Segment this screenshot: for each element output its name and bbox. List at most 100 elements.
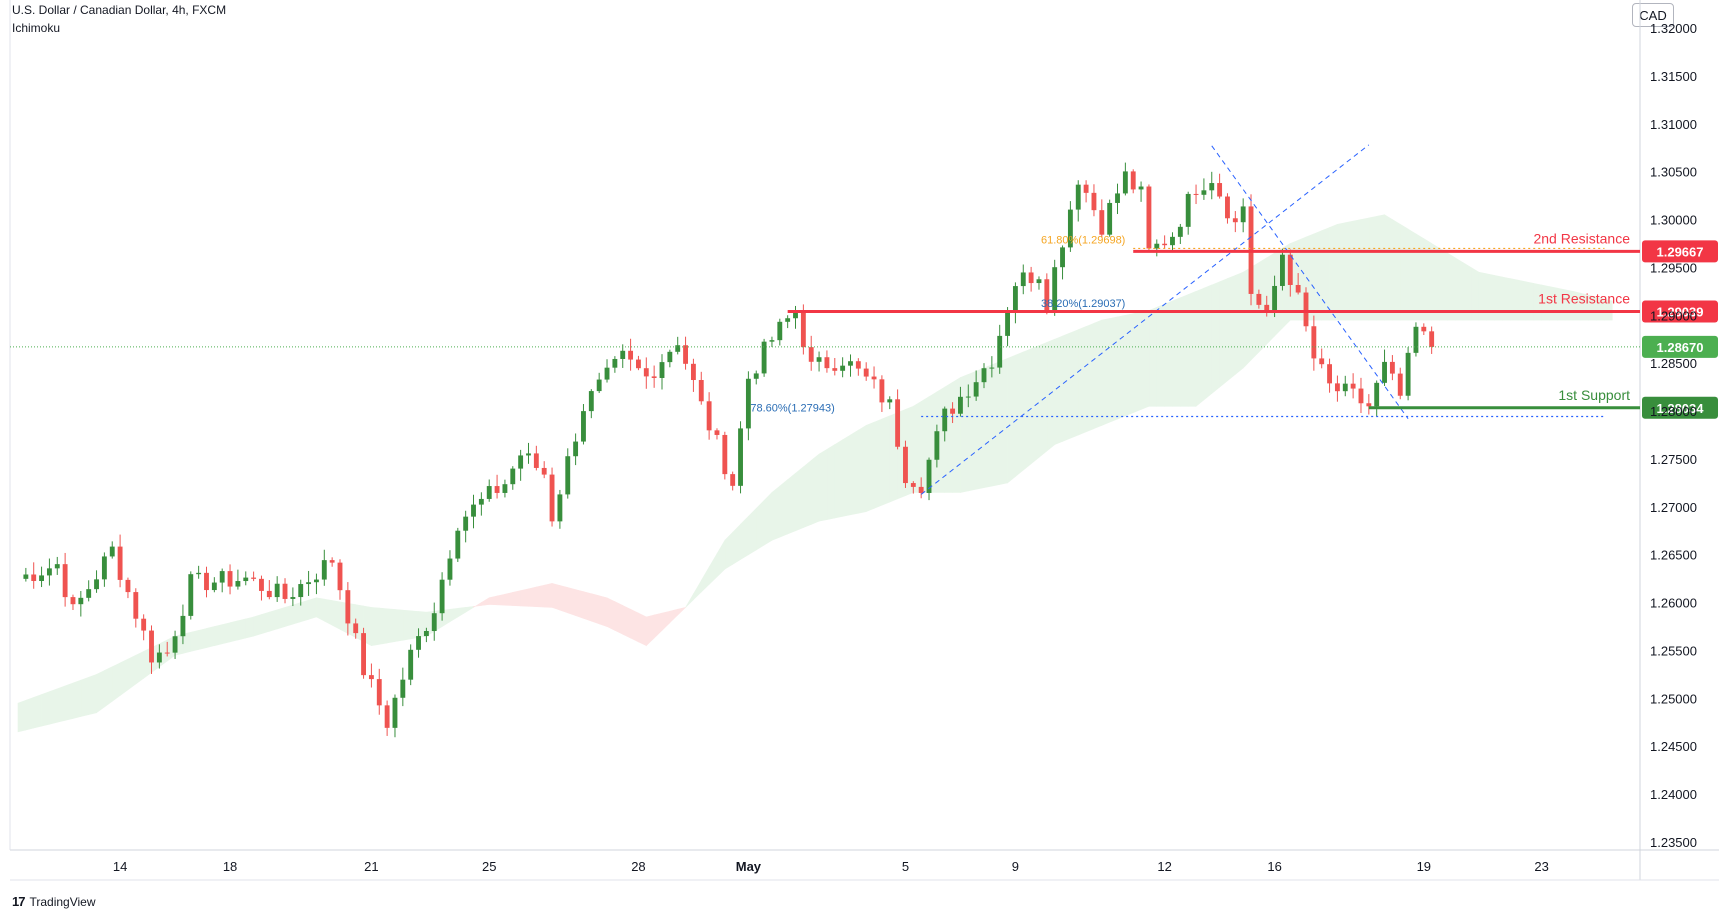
candle-down (1287, 254, 1293, 285)
last-price-label: 1.28670 (1657, 340, 1704, 355)
cloud-segment (1187, 290, 1197, 407)
cloud-segment (316, 597, 325, 622)
cloud-segment (111, 662, 121, 702)
cloud-segment (394, 609, 404, 642)
y-tick-label: 1.24000 (1650, 787, 1697, 802)
cloud-segment (496, 593, 506, 606)
cloud-segment (693, 579, 702, 601)
y-tick-label: 1.27500 (1650, 452, 1697, 467)
cloud-segment (292, 602, 302, 625)
cloud-segment (1148, 306, 1158, 407)
candle-up (1240, 206, 1246, 223)
cloud-segment (135, 650, 144, 685)
candle-up (306, 582, 312, 585)
currency-badge[interactable]: CAD (1632, 3, 1674, 27)
cloud-segment (622, 604, 631, 639)
cloud-segment (763, 491, 773, 546)
candle-down (698, 380, 704, 402)
candle-down (895, 399, 901, 447)
candle-up (416, 636, 421, 650)
candle-down (259, 578, 264, 591)
candles (23, 162, 1435, 738)
cloud-segment (80, 676, 89, 717)
cloud-segment (543, 583, 553, 608)
cloud-segment (952, 377, 961, 493)
cloud-segment (1070, 329, 1079, 439)
candle-up (321, 560, 327, 580)
cloud-segment (64, 682, 74, 721)
cloud-segment (645, 614, 655, 647)
fib-label: 61.80%(1.29698) (1041, 234, 1125, 246)
candle-down (1232, 218, 1238, 223)
cloud-segment (1195, 287, 1205, 407)
candle-up (604, 367, 610, 380)
cloud-segment (465, 606, 474, 613)
candle-down (361, 633, 366, 676)
tradingview-brand: TradingView (29, 894, 96, 909)
cloud-segment (803, 459, 812, 529)
chart-frame (9, 0, 1719, 881)
y-tick-label: 1.26000 (1650, 596, 1697, 611)
candle-up (1005, 312, 1010, 336)
candle-up (78, 597, 84, 605)
candle-up (1067, 209, 1073, 248)
level-name: 2nd Resistance (1533, 230, 1630, 246)
cloud-segment (49, 688, 58, 725)
candle-up (23, 574, 29, 579)
y-tick-label: 1.25500 (1650, 643, 1697, 658)
cloud-segment (748, 507, 757, 556)
cloud-segment (1502, 276, 1511, 321)
candle-down (1091, 192, 1097, 211)
cloud-segment (17, 699, 27, 733)
tradingview-logo[interactable]: 17 TradingView (12, 894, 96, 909)
y-tick-label: 1.28500 (1650, 356, 1697, 371)
cloud-segment (378, 607, 388, 645)
cloud-segment (457, 607, 466, 618)
cloud-segment (740, 515, 749, 561)
cloud-segment (818, 448, 828, 522)
y-tick-label: 1.32000 (1650, 21, 1697, 36)
cloud-segment (245, 616, 254, 639)
candle-up (1138, 186, 1144, 190)
cloud-segment (913, 400, 922, 493)
candle-up (314, 579, 319, 583)
candle-down (266, 590, 272, 598)
candle-down (808, 347, 814, 362)
candle-down (227, 571, 233, 587)
level-name: 1st Support (1558, 387, 1630, 403)
candle-down (541, 467, 547, 475)
candle-up (1107, 202, 1113, 235)
candle-up (1382, 361, 1387, 383)
cloud-segment (1109, 316, 1118, 423)
candle-up (1374, 382, 1380, 407)
x-tick-label: 19 (1417, 859, 1431, 874)
candle-up (1185, 193, 1191, 227)
candle-up (997, 335, 1003, 368)
cloud-segment (732, 523, 741, 565)
cloud-segment (999, 357, 1008, 485)
cloud-segment (1447, 252, 1456, 321)
cloud-segment (1313, 230, 1323, 321)
cloud-segment (630, 608, 639, 643)
candle-up (243, 577, 249, 582)
y-tick-label: 1.24500 (1650, 739, 1697, 754)
candle-up (1272, 285, 1278, 312)
candle-down (133, 592, 139, 619)
candle-up (196, 572, 202, 575)
cloud-segment (1486, 273, 1495, 321)
cloud-segment (386, 608, 396, 644)
cloud-segment (206, 626, 215, 648)
candle-up (1413, 326, 1419, 353)
candle-up (180, 615, 186, 637)
candle-up (188, 574, 194, 616)
candle-down (1264, 304, 1270, 312)
candle-down (282, 583, 288, 599)
candle-up (557, 494, 563, 522)
cloud-segment (1007, 354, 1016, 484)
candle-up (769, 340, 775, 342)
cloud-segment (810, 453, 820, 525)
candle-up (785, 318, 791, 322)
candle-up (840, 365, 846, 371)
cloud-segment (865, 421, 875, 513)
